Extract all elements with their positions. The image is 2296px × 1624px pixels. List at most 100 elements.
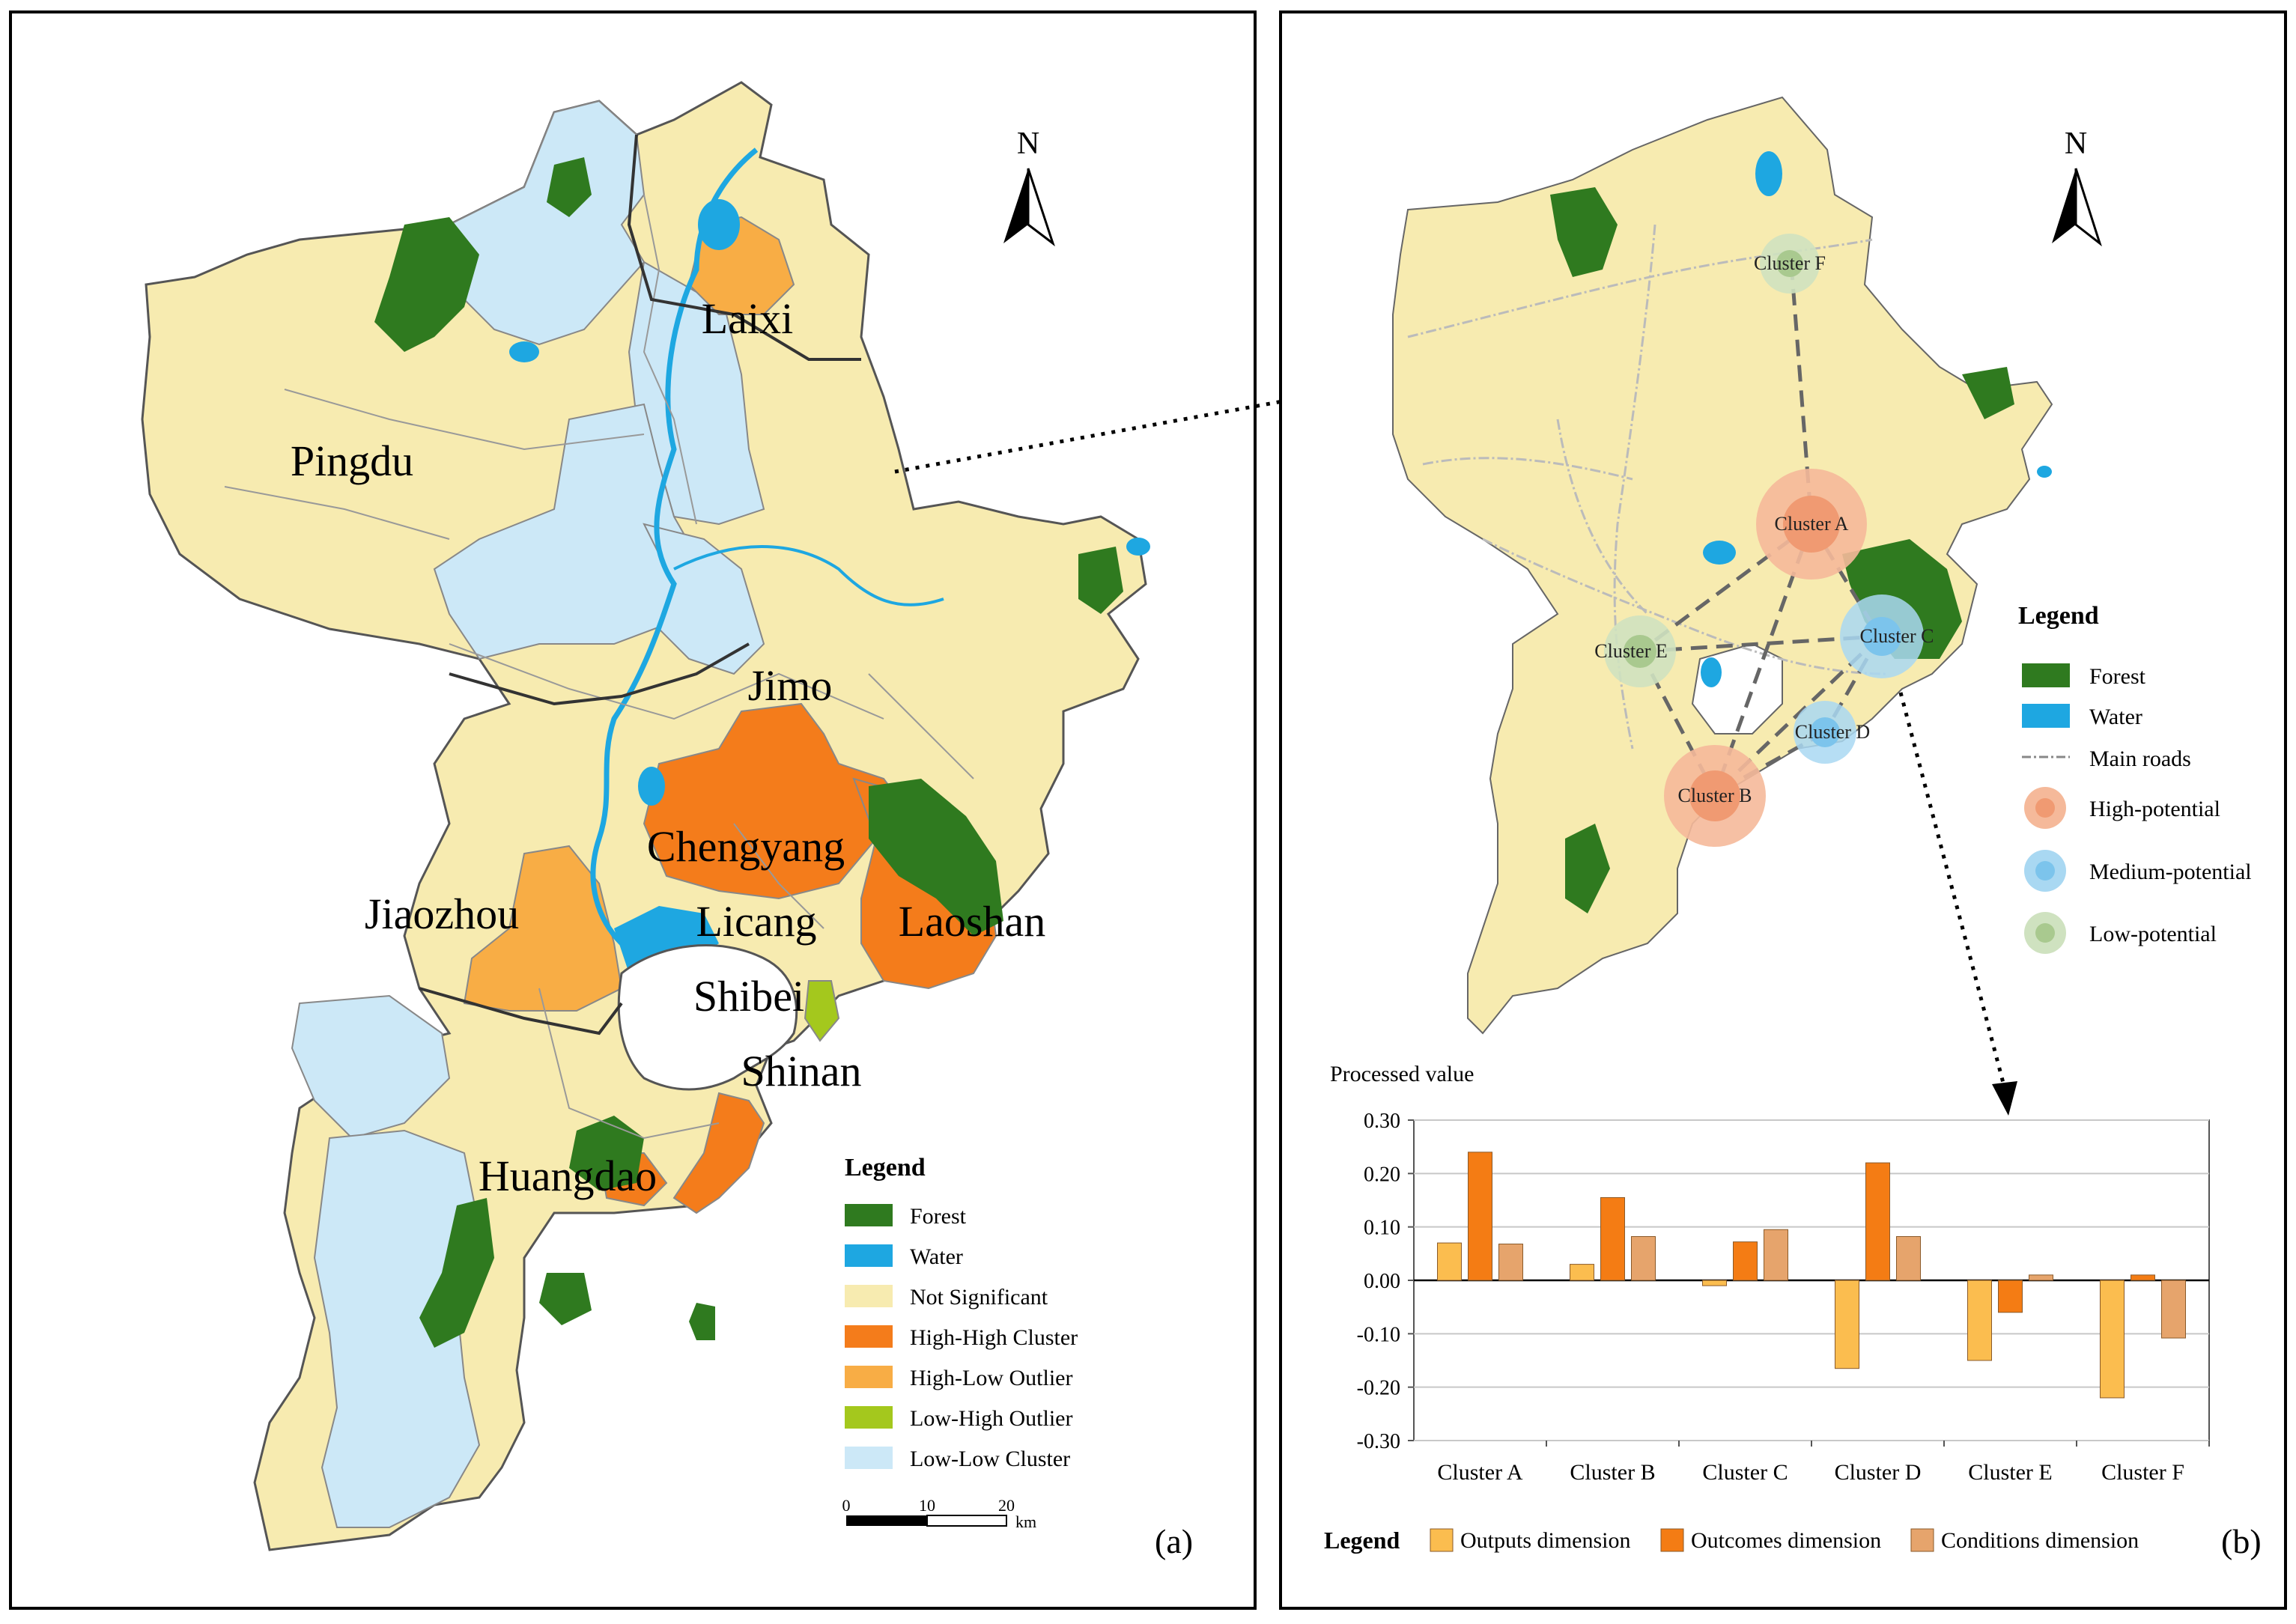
bar-cluster-a-1: [1468, 1152, 1492, 1281]
district-label-shinan: Shinan: [741, 1047, 861, 1095]
legend-a-swatch-3: [845, 1325, 893, 1348]
legend-a-label-2: Not Significant: [910, 1285, 1048, 1310]
legend-b-high-swatch-inner: [2035, 798, 2055, 818]
legend-b-medium-swatch-inner: [2035, 861, 2055, 881]
north-arrow-b: N: [2052, 127, 2102, 247]
x-tick-label-5: Cluster F: [2101, 1460, 2184, 1485]
legend-a-swatch-1: [845, 1244, 893, 1267]
legend-b-water-label: Water: [2089, 705, 2142, 729]
chart-legend-label-1: Outcomes dimension: [1691, 1528, 1881, 1553]
chart-legend-swatch-2: [1910, 1528, 1934, 1552]
north-arrow-a: N: [1003, 127, 1055, 247]
cluster-e-label: Cluster E: [1594, 640, 1668, 662]
cluster-c-bubble-inner: [1862, 617, 1901, 656]
y-tick-label-2: 0.10: [1364, 1217, 1400, 1240]
legend-b-forest-label: Forest: [2089, 664, 2146, 689]
bar-cluster-f-0: [2100, 1280, 2125, 1399]
legend-a-label-4: High-Low Outlier: [910, 1366, 1072, 1390]
cluster-c-label: Cluster C: [1860, 625, 1934, 647]
cluster-f-bubble-inner: [1776, 250, 1803, 277]
y-tick-label-4: -0.10: [1357, 1323, 1400, 1346]
legend-a-swatch-0: [845, 1204, 893, 1226]
y-tick-label-1: 0.20: [1364, 1163, 1400, 1186]
district-label-pingdu: Pingdu: [291, 437, 413, 485]
legend-a-swatch-5: [845, 1406, 893, 1429]
district-label-laoshan: Laoshan: [899, 897, 1046, 946]
cluster-f-label: Cluster F: [1754, 252, 1826, 274]
x-tick-label-4: Cluster E: [1968, 1460, 2053, 1485]
legend-b-water-swatch: [2022, 704, 2070, 728]
panel-a-label: (a): [1155, 1522, 1193, 1560]
chart-legend-title: Legend: [1324, 1527, 1400, 1554]
legend-b-title: Legend: [2018, 602, 2099, 630]
legend-a-title: Legend: [845, 1154, 926, 1181]
legend-a-label-1: Water: [910, 1244, 963, 1269]
district-label-shibei: Shibei: [693, 972, 804, 1021]
bar-cluster-c-0: [1702, 1280, 1727, 1286]
y-tick-label-5: -0.20: [1357, 1377, 1400, 1400]
district-label-chengyang: Chengyang: [647, 822, 845, 871]
scale-tick-0: 0: [842, 1496, 851, 1515]
bar-cluster-d-2: [1896, 1236, 1921, 1281]
bar-cluster-e-2: [2029, 1274, 2053, 1281]
legend-a-swatch-4: [845, 1366, 893, 1388]
north-label-b: N: [2065, 127, 2087, 161]
legend-b-high-label: High-potential: [2089, 797, 2220, 821]
bar-cluster-e-1: [1998, 1280, 2023, 1313]
bar-cluster-d-1: [1865, 1162, 1890, 1281]
bar-cluster-a-0: [1437, 1242, 1462, 1281]
bar-cluster-d-0: [1835, 1280, 1859, 1369]
cluster-b-bubble-inner: [1689, 770, 1740, 821]
scale-tick-20: 20: [998, 1496, 1015, 1515]
cluster-a-label: Cluster A: [1775, 513, 1849, 535]
legend-a: Legend Forest Water Not Significant High-Hi…: [845, 1154, 1078, 1471]
chart-legend-swatch-1: [1660, 1528, 1684, 1552]
cluster-a-bubble-inner: [1783, 496, 1840, 553]
chart-legend-swatch-0: [1430, 1528, 1454, 1552]
district-label-huangdao: Huangdao: [479, 1152, 657, 1200]
x-tick-label-0: Cluster A: [1437, 1460, 1523, 1485]
scale-tick-10: 10: [919, 1496, 935, 1515]
legend-a-swatch-6: [845, 1447, 893, 1469]
bar-cluster-b-0: [1570, 1264, 1594, 1281]
legend-b-medium-label: Medium-potential: [2089, 860, 2252, 884]
district-label-licang: Licang: [696, 897, 816, 946]
cluster-b-label: Cluster B: [1678, 785, 1752, 806]
bar-cluster-a-2: [1498, 1243, 1523, 1281]
link-arrow-chart: [1898, 692, 2006, 1086]
bar-cluster-c-1: [1733, 1241, 1758, 1281]
legend-b-forest-swatch: [2022, 663, 2070, 687]
legend-b-low-swatch-inner: [2035, 923, 2055, 943]
cluster-e-bubble-inner: [1624, 635, 1656, 668]
x-tick-label-2: Cluster C: [1702, 1460, 1788, 1485]
bar-cluster-f-1: [2131, 1274, 2155, 1281]
district-label-laixi: Laixi: [702, 294, 793, 343]
bar-cluster-b-2: [1631, 1236, 1656, 1281]
y-tick-label-3: 0.00: [1364, 1270, 1400, 1293]
cluster-d-bubble-inner: [1810, 717, 1840, 747]
bar-cluster-b-1: [1600, 1196, 1625, 1281]
x-tick-label-1: Cluster B: [1570, 1460, 1655, 1485]
north-label-a: N: [1017, 127, 1039, 161]
bar-cluster-c-2: [1764, 1229, 1788, 1281]
legend-a-swatch-2: [845, 1285, 893, 1307]
chart-legend-label-2: Conditions dimension: [1941, 1528, 2139, 1553]
legend-a-label-0: Forest: [910, 1204, 967, 1229]
bar-cluster-f-2: [2161, 1280, 2186, 1339]
scale-bar: 0 10 20 km: [842, 1496, 1037, 1531]
legend-a-label-6: Low-Low Cluster: [910, 1447, 1070, 1471]
chart-y-axis-label: Processed value: [1330, 1062, 1474, 1086]
cluster-bubbles: [1604, 234, 1924, 847]
y-tick-label-6: -0.30: [1357, 1430, 1400, 1453]
legend-a-label-3: High-High Cluster: [910, 1325, 1078, 1350]
panel-b-label: (b): [2221, 1522, 2262, 1560]
district-label-jiaozhou: Jiaozhou: [365, 889, 519, 938]
link-arrowhead-chart: [1992, 1081, 2017, 1116]
bar-chart: Processed value 0.30 0.20 0.10 0.00 -0.10 -0.…: [1324, 1062, 2210, 1554]
chart-legend-label-0: Outputs dimension: [1460, 1528, 1631, 1553]
y-tick-label-0: 0.30: [1364, 1110, 1400, 1133]
legend-b-roads-label: Main roads: [2089, 746, 2191, 771]
scale-unit: km: [1015, 1512, 1036, 1531]
